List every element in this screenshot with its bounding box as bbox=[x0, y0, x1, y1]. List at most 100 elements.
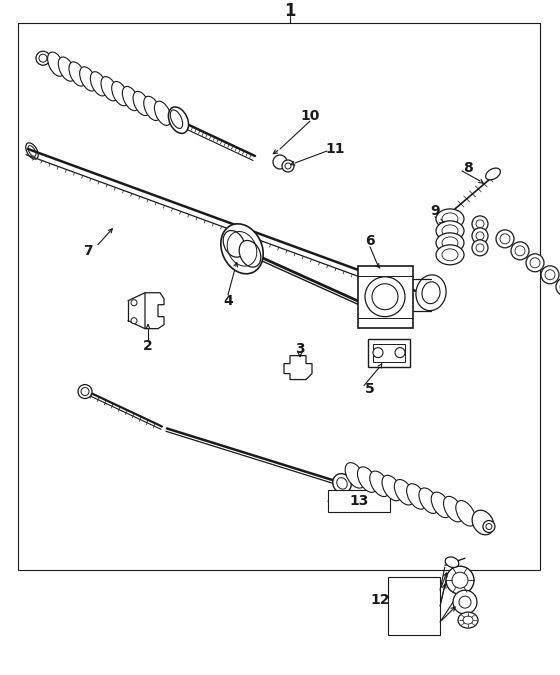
Ellipse shape bbox=[416, 275, 446, 310]
Ellipse shape bbox=[123, 86, 139, 111]
Ellipse shape bbox=[333, 474, 351, 493]
Text: 6: 6 bbox=[365, 234, 375, 248]
Ellipse shape bbox=[452, 572, 468, 588]
Ellipse shape bbox=[458, 612, 478, 628]
Ellipse shape bbox=[436, 245, 464, 265]
Ellipse shape bbox=[36, 51, 50, 65]
Ellipse shape bbox=[445, 557, 459, 568]
Ellipse shape bbox=[486, 168, 501, 180]
Text: 5: 5 bbox=[365, 381, 375, 396]
Ellipse shape bbox=[282, 160, 294, 172]
Ellipse shape bbox=[472, 240, 488, 256]
Ellipse shape bbox=[78, 385, 92, 398]
Ellipse shape bbox=[476, 244, 484, 252]
Ellipse shape bbox=[496, 230, 514, 248]
Ellipse shape bbox=[345, 462, 365, 488]
Ellipse shape bbox=[223, 230, 245, 257]
Ellipse shape bbox=[476, 232, 484, 240]
Ellipse shape bbox=[39, 54, 47, 62]
Ellipse shape bbox=[545, 270, 555, 279]
Ellipse shape bbox=[431, 492, 451, 518]
Ellipse shape bbox=[144, 97, 161, 121]
Ellipse shape bbox=[285, 163, 291, 169]
Ellipse shape bbox=[442, 225, 458, 237]
Polygon shape bbox=[145, 293, 164, 329]
Ellipse shape bbox=[472, 216, 488, 232]
Bar bbox=[18, 23, 540, 570]
Ellipse shape bbox=[395, 348, 405, 358]
Ellipse shape bbox=[155, 101, 171, 126]
Ellipse shape bbox=[221, 224, 263, 274]
Bar bbox=[358, 266, 413, 327]
Ellipse shape bbox=[442, 249, 458, 261]
Ellipse shape bbox=[500, 234, 510, 244]
Text: 9: 9 bbox=[430, 204, 440, 218]
Ellipse shape bbox=[111, 82, 128, 106]
Ellipse shape bbox=[459, 596, 471, 608]
Ellipse shape bbox=[26, 143, 38, 159]
Ellipse shape bbox=[476, 220, 484, 228]
Text: 2: 2 bbox=[143, 339, 153, 352]
Ellipse shape bbox=[80, 67, 96, 91]
Ellipse shape bbox=[472, 510, 494, 535]
Ellipse shape bbox=[442, 237, 458, 249]
Bar bbox=[373, 344, 405, 362]
Ellipse shape bbox=[28, 146, 36, 157]
Text: 1: 1 bbox=[284, 2, 296, 20]
Ellipse shape bbox=[382, 475, 402, 501]
Ellipse shape bbox=[365, 277, 405, 317]
Bar bbox=[328, 490, 390, 512]
Ellipse shape bbox=[436, 221, 464, 241]
Ellipse shape bbox=[131, 300, 137, 306]
Ellipse shape bbox=[463, 616, 473, 624]
Text: 8: 8 bbox=[463, 161, 473, 175]
Ellipse shape bbox=[81, 387, 89, 396]
Text: 4: 4 bbox=[223, 294, 233, 308]
Ellipse shape bbox=[90, 72, 107, 96]
Ellipse shape bbox=[101, 76, 118, 101]
Ellipse shape bbox=[170, 110, 183, 128]
Ellipse shape bbox=[357, 467, 377, 492]
Ellipse shape bbox=[486, 524, 492, 529]
Ellipse shape bbox=[131, 318, 137, 324]
Ellipse shape bbox=[483, 520, 495, 533]
Ellipse shape bbox=[337, 478, 347, 489]
Ellipse shape bbox=[48, 52, 64, 76]
Ellipse shape bbox=[530, 258, 540, 268]
Bar bbox=[388, 577, 440, 635]
Text: 7: 7 bbox=[83, 244, 93, 258]
Ellipse shape bbox=[436, 233, 464, 253]
Ellipse shape bbox=[442, 213, 458, 225]
Ellipse shape bbox=[472, 228, 488, 244]
Text: 10: 10 bbox=[300, 109, 320, 123]
Ellipse shape bbox=[526, 254, 544, 272]
Polygon shape bbox=[284, 356, 312, 379]
Text: 3: 3 bbox=[295, 342, 305, 356]
Ellipse shape bbox=[446, 566, 474, 594]
Ellipse shape bbox=[373, 348, 383, 358]
Ellipse shape bbox=[511, 242, 529, 260]
Ellipse shape bbox=[453, 590, 477, 614]
Ellipse shape bbox=[419, 488, 438, 514]
Bar bbox=[368, 339, 410, 367]
Ellipse shape bbox=[436, 209, 464, 229]
Ellipse shape bbox=[407, 484, 426, 509]
Ellipse shape bbox=[58, 57, 75, 81]
Ellipse shape bbox=[370, 471, 389, 497]
Ellipse shape bbox=[422, 282, 440, 304]
Text: 12: 12 bbox=[370, 593, 390, 607]
Ellipse shape bbox=[69, 62, 86, 86]
Text: 11: 11 bbox=[325, 142, 345, 156]
Ellipse shape bbox=[372, 284, 398, 310]
Ellipse shape bbox=[273, 155, 287, 169]
Ellipse shape bbox=[169, 107, 189, 134]
Ellipse shape bbox=[444, 496, 463, 522]
Text: 13: 13 bbox=[349, 494, 368, 508]
Ellipse shape bbox=[515, 246, 525, 256]
Ellipse shape bbox=[239, 240, 261, 267]
Ellipse shape bbox=[456, 501, 475, 526]
Ellipse shape bbox=[133, 91, 150, 115]
Ellipse shape bbox=[541, 266, 559, 283]
Ellipse shape bbox=[556, 278, 560, 296]
Ellipse shape bbox=[394, 479, 414, 505]
